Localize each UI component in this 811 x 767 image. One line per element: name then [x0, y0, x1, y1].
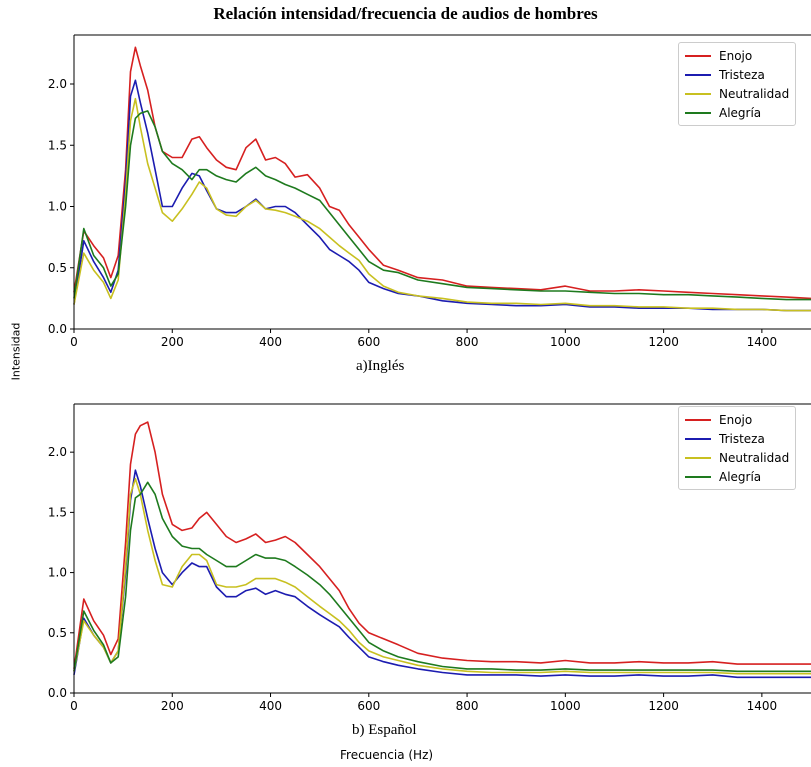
x-tick-label: 800 [456, 699, 479, 713]
series-line-b-tristeza [73, 469, 811, 679]
series-line-b-alegría [73, 481, 811, 673]
legend-item: Tristeza [685, 65, 789, 84]
series-line-a-alegría [73, 110, 811, 301]
legend-swatch-alegria [685, 475, 711, 478]
x-tick-label: 1000 [550, 335, 581, 349]
x-tick-label: 0 [70, 335, 78, 349]
x-tick-label: 200 [161, 699, 184, 713]
legend-item: Alegría [685, 103, 789, 122]
x-tick-label: 800 [456, 335, 479, 349]
legend-label: Tristeza [719, 67, 765, 82]
y-tick-label: 1.0 [48, 566, 67, 580]
legend-item: Enojo [685, 46, 789, 65]
chart-title: Relación intensidad/frecuencia de audios… [213, 4, 598, 23]
legend-label: Tristeza [719, 431, 765, 446]
x-tick-label: 1400 [747, 335, 778, 349]
legend-item: Tristeza [685, 429, 789, 448]
y-tick-label: 0.0 [48, 322, 67, 336]
x-tick-label: 0 [70, 699, 78, 713]
x-tick-label: 600 [357, 335, 380, 349]
x-tick-label: 400 [259, 335, 282, 349]
series-line-a-neutralidad [73, 97, 811, 312]
y-tick-label: 0.5 [48, 626, 67, 640]
y-tick-label: 2.0 [48, 445, 67, 459]
x-tick-label: 600 [357, 699, 380, 713]
series-line-b-neutralidad [73, 477, 811, 675]
legend-item: Alegría [685, 467, 789, 486]
x-tick-label: 1400 [747, 699, 778, 713]
legend-label: Neutralidad [719, 86, 790, 101]
legend-swatch-neutralidad [685, 456, 711, 459]
chart-b-caption: b) Español [352, 722, 417, 738]
legend-chart-a: Enojo Tristeza Neutralidad Alegría [678, 42, 797, 126]
legend-swatch-neutralidad [685, 92, 711, 95]
chart-a-caption: a)Inglés [356, 358, 405, 374]
x-tick-label: 1200 [648, 335, 679, 349]
series-line-a-enojo [73, 46, 811, 300]
y-tick-label: 1.5 [48, 505, 67, 519]
y-tick-label: 1.0 [48, 200, 67, 214]
legend-label: Enojo [719, 412, 753, 427]
legend-swatch-enojo [685, 54, 711, 57]
legend-item: Enojo [685, 410, 789, 429]
y-tick-label: 0.0 [48, 686, 67, 700]
legend-swatch-tristeza [685, 73, 711, 76]
legend-swatch-enojo [685, 418, 711, 421]
x-axis-label: Frecuencia (Hz) [340, 748, 434, 762]
y-tick-label: 0.5 [48, 261, 67, 275]
x-tick-label: 400 [259, 699, 282, 713]
legend-swatch-alegria [685, 111, 711, 114]
legend-label: Alegría [719, 105, 762, 120]
legend-chart-b: Enojo Tristeza Neutralidad Alegría [678, 406, 797, 490]
x-tick-label: 1200 [648, 699, 679, 713]
y-tick-label: 1.5 [48, 138, 67, 152]
x-tick-label: 1000 [550, 699, 581, 713]
series-line-a-tristeza [73, 79, 811, 312]
x-tick-label: 200 [161, 335, 184, 349]
legend-label: Neutralidad [719, 450, 790, 465]
series-line-b-enojo [73, 421, 811, 670]
legend-swatch-tristeza [685, 437, 711, 440]
legend-label: Alegría [719, 469, 762, 484]
legend-label: Enojo [719, 48, 753, 63]
legend-item: Neutralidad [685, 448, 789, 467]
y-tick-label: 2.0 [48, 77, 67, 91]
legend-item: Neutralidad [685, 84, 789, 103]
